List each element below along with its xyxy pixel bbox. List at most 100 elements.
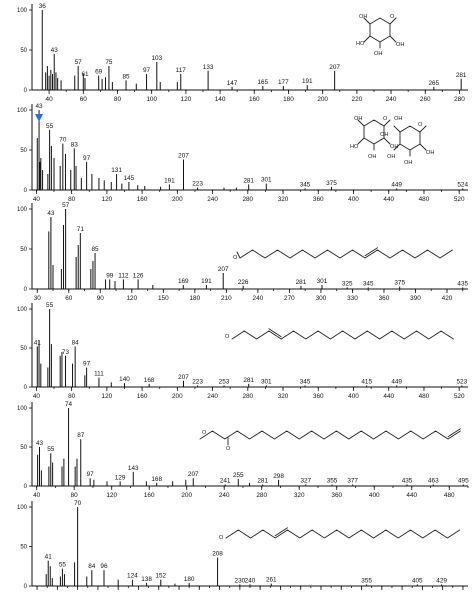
peak-label: 495 [458, 477, 469, 484]
peak-label: 74 [65, 401, 73, 408]
peak-label: 325 [342, 280, 353, 287]
x-tick-label: 280 [242, 196, 253, 203]
peak-label: 281 [456, 72, 467, 79]
peak-label: 298 [273, 473, 284, 480]
atom-label: OH [374, 51, 382, 57]
atom-label: OH [359, 14, 367, 20]
atom-label: O [390, 14, 395, 20]
peak-label: 265 [428, 80, 439, 87]
atom-label: HO [356, 41, 365, 47]
y-tick-label: 100 [17, 207, 28, 213]
bond [419, 143, 427, 151]
carbon-chain [199, 430, 461, 440]
peak-label: 87 [77, 432, 85, 439]
y-tick-label: 0 [24, 385, 28, 391]
x-tick-label: 280 [454, 96, 465, 103]
peak-label: 140 [119, 376, 130, 383]
peak-label: 207 [188, 471, 199, 478]
x-tick-label: 280 [256, 492, 267, 499]
bond [363, 35, 371, 43]
y-tick-label: 50 [20, 545, 27, 551]
x-tick-label: 140 [215, 96, 226, 103]
x-tick-label: 480 [419, 393, 430, 400]
peak-label: 208 [212, 551, 223, 558]
peak-label: 523 [456, 378, 467, 385]
carbon-chain [225, 529, 461, 539]
y-tick-label: 0 [24, 287, 28, 293]
x-tick-label: 120 [102, 393, 113, 400]
y-tick-label: 0 [24, 88, 28, 94]
y-tick-label: 50 [20, 346, 27, 352]
x-tick-label: 360 [379, 295, 390, 302]
peak-label: 112 [118, 272, 129, 279]
peak-label: 345 [300, 181, 311, 188]
x-tick-label: 200 [172, 393, 183, 400]
bond [393, 143, 401, 151]
bond [419, 125, 427, 133]
structure-aldehyde-chain-c: O [219, 527, 461, 541]
peak-label: 377 [347, 477, 358, 484]
peak-label: 524 [457, 181, 468, 188]
peak-label: 168 [144, 377, 155, 384]
x-tick-label: 240 [386, 96, 397, 103]
peak-label: 85 [122, 73, 130, 80]
ring-bond [399, 125, 421, 151]
peak-label: 240 [245, 577, 256, 584]
y-tick-label: 100 [17, 505, 28, 511]
x-tick-label: 120 [126, 295, 137, 302]
x-tick-label: 360 [331, 492, 342, 499]
peak-label: 191 [302, 78, 313, 85]
spectrum-panel-2: 100 50 0 40 80 120 160 200 240 280 320 360 400 440 480… [17, 103, 469, 203]
x-tick-label: 360 [313, 196, 324, 203]
x-tick-label: 210 [221, 295, 232, 302]
atom-label: OH [387, 154, 395, 160]
peak-label: 70 [59, 137, 67, 144]
peak-label: 375 [326, 180, 337, 187]
peak-label: 375 [394, 280, 405, 287]
x-tick-label: 120 [181, 96, 192, 103]
peak-label: 226 [238, 279, 249, 286]
peak-label: 449 [391, 378, 402, 385]
atom-label: OH [426, 150, 434, 156]
peak-label: 165 [257, 79, 268, 86]
peak-label: 207 [178, 374, 189, 381]
peak-label: 96 [100, 563, 108, 570]
peak-label: 97 [143, 67, 151, 74]
x-tick-label: 270 [284, 295, 295, 302]
peak-label: 261 [266, 577, 277, 584]
peak-label: 73 [62, 349, 70, 356]
x-tick-label: 160 [137, 196, 148, 203]
peak-label: 207 [178, 153, 189, 160]
atom-label: O [418, 122, 423, 128]
x-tick-label: 40 [33, 393, 41, 400]
y-tick-label: 100 [17, 307, 28, 313]
peak-label: 99 [106, 272, 114, 279]
peak-label: 124 [127, 573, 138, 580]
peak-label: 281 [296, 279, 307, 286]
atom-label: O [226, 446, 231, 452]
spectrum-panel-5: 100 50 0 40 80 120 160 200 240 280 320 360 400 440 480… [17, 401, 469, 499]
x-tick-label: 60 [80, 96, 88, 103]
x-tick-label: 180 [190, 295, 201, 302]
carbonyl-bond [236, 251, 241, 259]
x-tick-label: 90 [97, 295, 105, 302]
peak-label: 103 [151, 55, 162, 62]
bond [383, 119, 391, 127]
y-tick-label: 100 [17, 108, 28, 114]
structure-aldehyde-chain-a: O [233, 247, 453, 261]
x-tick-label: 440 [383, 196, 394, 203]
bond [357, 137, 365, 145]
peak-label: 43 [47, 210, 55, 217]
x-tick-label: 320 [278, 393, 289, 400]
peak-label: 41 [34, 339, 42, 346]
peak-label: 168 [151, 476, 162, 483]
peak-label: 191 [164, 177, 175, 184]
peak-label: 145 [124, 175, 135, 182]
peak-label: 131 [111, 167, 122, 174]
x-tick-label: 40 [33, 492, 41, 499]
peak-label: 281 [243, 177, 254, 184]
x-tick-label: 480 [419, 196, 430, 203]
peak-label: 463 [428, 477, 439, 484]
x-tick-label: 160 [137, 393, 148, 400]
